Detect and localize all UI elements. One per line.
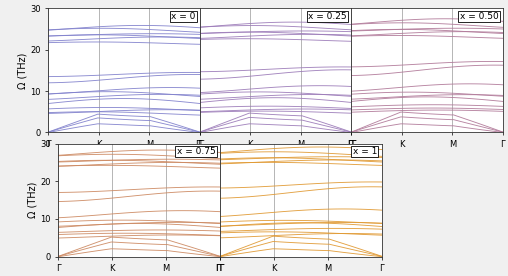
- Y-axis label: Ω (THz): Ω (THz): [17, 52, 27, 89]
- Text: x = 0.25: x = 0.25: [308, 12, 347, 21]
- Text: x = 0.50: x = 0.50: [460, 12, 498, 21]
- Y-axis label: Ω (THz): Ω (THz): [27, 182, 38, 218]
- Text: x = 1: x = 1: [353, 147, 377, 156]
- Text: x = 0: x = 0: [171, 12, 195, 21]
- Text: x = 0.75: x = 0.75: [177, 147, 215, 156]
